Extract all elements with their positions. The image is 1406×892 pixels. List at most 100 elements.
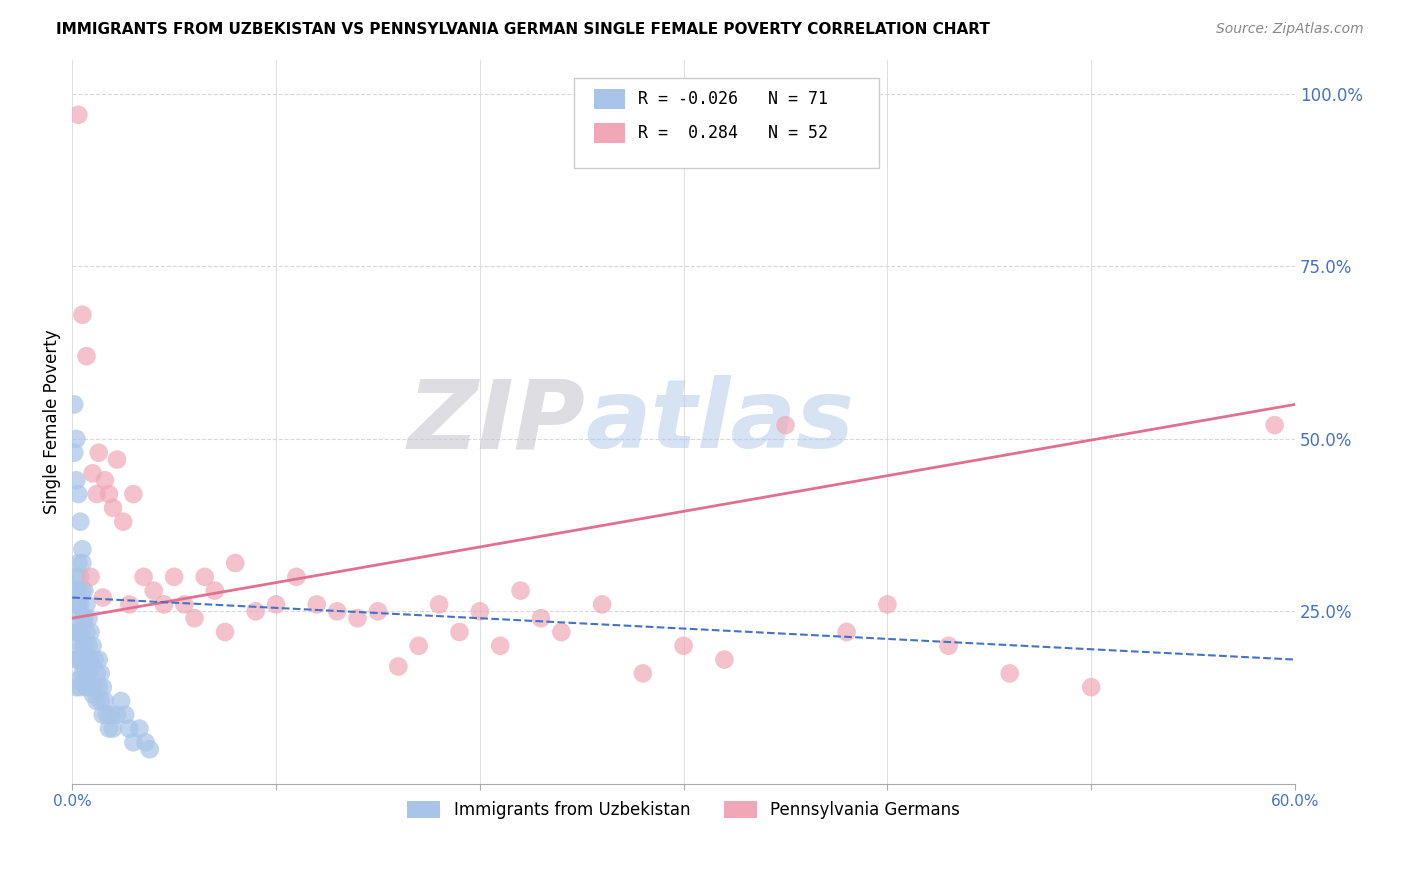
Point	[76, 652, 98, 666]
Point	[79, 680, 101, 694]
Point	[72, 611, 94, 625]
Point	[65, 432, 87, 446]
Point	[91, 680, 114, 694]
Point	[509, 583, 531, 598]
Point	[122, 487, 145, 501]
Point	[63, 639, 86, 653]
Point	[65, 598, 87, 612]
Point	[65, 652, 87, 666]
Point	[153, 598, 176, 612]
Point	[65, 473, 87, 487]
Point	[591, 598, 613, 612]
Point	[387, 659, 409, 673]
Point	[82, 639, 104, 653]
Point	[65, 680, 87, 694]
Point	[79, 570, 101, 584]
Point	[73, 611, 96, 625]
Point	[132, 570, 155, 584]
Point	[122, 735, 145, 749]
Point	[82, 687, 104, 701]
Legend: Immigrants from Uzbekistan, Pennsylvania Germans: Immigrants from Uzbekistan, Pennsylvania…	[401, 795, 967, 826]
Point	[83, 652, 105, 666]
Point	[69, 570, 91, 584]
Point	[183, 611, 205, 625]
Point	[96, 707, 118, 722]
Text: atlas: atlas	[586, 376, 855, 468]
Point	[101, 500, 124, 515]
Point	[91, 591, 114, 605]
Point	[101, 722, 124, 736]
Text: Source: ZipAtlas.com: Source: ZipAtlas.com	[1216, 22, 1364, 37]
Point	[82, 467, 104, 481]
Text: IMMIGRANTS FROM UZBEKISTAN VS PENNSYLVANIA GERMAN SINGLE FEMALE POVERTY CORRELAT: IMMIGRANTS FROM UZBEKISTAN VS PENNSYLVAN…	[56, 22, 990, 37]
Point	[67, 556, 90, 570]
Point	[73, 666, 96, 681]
Point	[1264, 418, 1286, 433]
Point	[76, 625, 98, 640]
FancyBboxPatch shape	[595, 122, 624, 143]
Point	[63, 397, 86, 411]
Point	[83, 680, 105, 694]
Point	[86, 694, 108, 708]
Point	[631, 666, 654, 681]
Point	[76, 680, 98, 694]
Point	[427, 598, 450, 612]
Point	[67, 652, 90, 666]
Point	[82, 659, 104, 673]
Point	[530, 611, 553, 625]
Point	[245, 604, 267, 618]
Point	[163, 570, 186, 584]
Point	[285, 570, 308, 584]
Point	[69, 680, 91, 694]
Point	[305, 598, 328, 612]
Point	[67, 583, 90, 598]
Point	[72, 556, 94, 570]
Point	[105, 707, 128, 722]
Point	[112, 515, 135, 529]
Point	[135, 735, 157, 749]
Text: R = -0.026   N = 71: R = -0.026 N = 71	[638, 90, 828, 108]
Point	[118, 722, 141, 736]
Point	[775, 418, 797, 433]
Point	[87, 446, 110, 460]
Point	[876, 598, 898, 612]
Point	[67, 673, 90, 688]
Point	[489, 639, 512, 653]
FancyBboxPatch shape	[595, 88, 624, 109]
Point	[938, 639, 960, 653]
Point	[67, 598, 90, 612]
Point	[128, 722, 150, 736]
Point	[326, 604, 349, 618]
Point	[835, 625, 858, 640]
Point	[65, 570, 87, 584]
Point	[67, 625, 90, 640]
Point	[86, 487, 108, 501]
Point	[408, 639, 430, 653]
Point	[550, 625, 572, 640]
Point	[65, 625, 87, 640]
Point	[468, 604, 491, 618]
Point	[69, 652, 91, 666]
Point	[69, 598, 91, 612]
Point	[173, 598, 195, 612]
Point	[367, 604, 389, 618]
Point	[63, 611, 86, 625]
Point	[110, 694, 132, 708]
Point	[90, 694, 112, 708]
FancyBboxPatch shape	[574, 78, 879, 169]
Point	[214, 625, 236, 640]
Text: R =  0.284   N = 52: R = 0.284 N = 52	[638, 124, 828, 142]
Point	[94, 694, 117, 708]
Y-axis label: Single Female Poverty: Single Female Poverty	[44, 329, 60, 514]
Point	[346, 611, 368, 625]
Point	[142, 583, 165, 598]
Point	[194, 570, 217, 584]
Point	[94, 473, 117, 487]
Point	[77, 611, 100, 625]
Point	[73, 639, 96, 653]
Point	[224, 556, 246, 570]
Point	[86, 666, 108, 681]
Point	[114, 707, 136, 722]
Point	[105, 452, 128, 467]
Point	[998, 666, 1021, 681]
